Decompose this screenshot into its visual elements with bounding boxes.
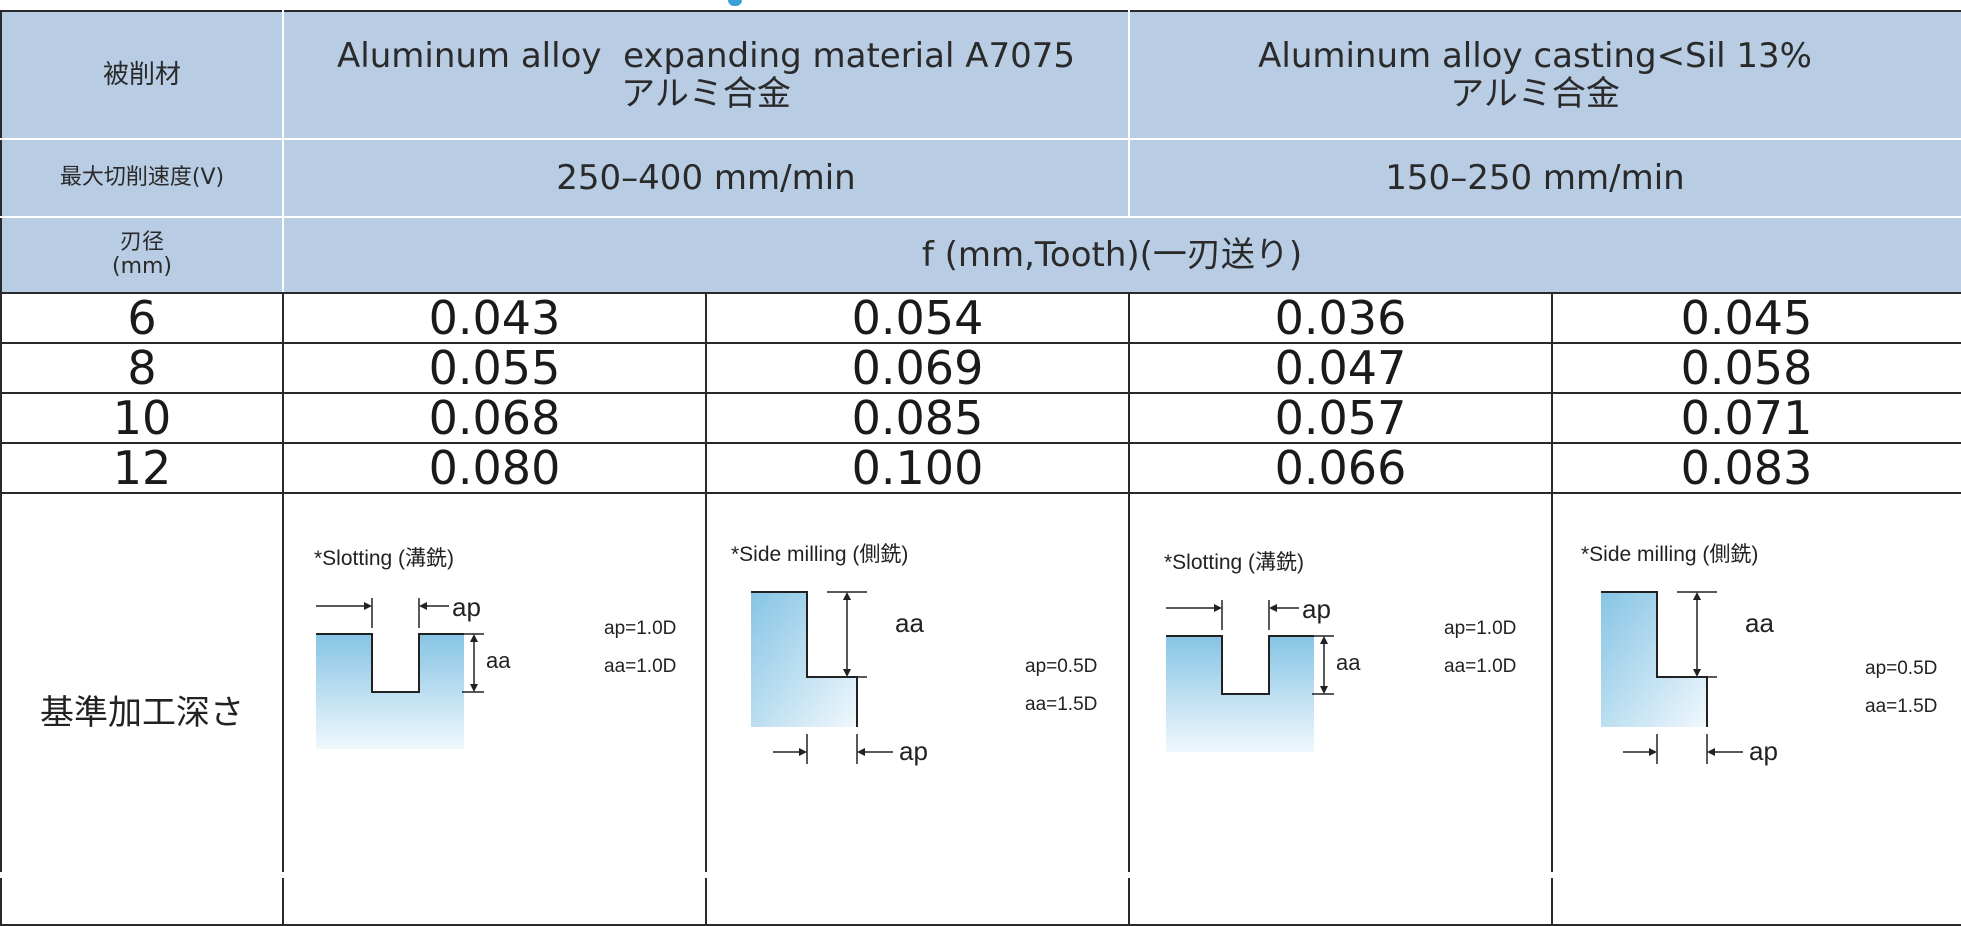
side-milling-diagram-2: *Side milling (側銑) aa ap xyxy=(1550,492,1961,926)
ap-value: ap=0.5D xyxy=(1025,656,1097,677)
diameter-cell: 12 xyxy=(0,442,284,494)
speed-1: 250–400 mm/min xyxy=(282,138,1130,218)
side-milling-title: *Side milling (側銑) xyxy=(731,543,909,566)
feed-cell: 0.055 xyxy=(282,342,707,394)
material-1-jp: アルミ合金 xyxy=(621,74,791,114)
feed-label: f (mm,Tooth)(一刃送り) xyxy=(281,216,1961,294)
workpiece-shape xyxy=(1601,592,1707,727)
feed-cell: 0.085 xyxy=(705,392,1130,444)
table-row: 8 0.055 0.069 0.047 0.058 xyxy=(0,342,1961,394)
diameter-label-cell: 刃径 (mm) xyxy=(0,216,284,294)
diameter-label: 刃径 xyxy=(119,230,164,255)
aa-value: aa=1.0D xyxy=(604,656,676,677)
feed-cell: 0.054 xyxy=(705,292,1130,344)
feed-cell: 0.057 xyxy=(1128,392,1553,444)
speed-2: 150–250 mm/min xyxy=(1127,138,1961,218)
material-2-en: Aluminum alloy casting<Sil 13% xyxy=(1258,36,1812,76)
feed-cell: 0.045 xyxy=(1550,292,1961,344)
aa-label: aa xyxy=(895,608,924,638)
material-1-cell: Aluminum alloy expanding material A7075 … xyxy=(282,10,1130,140)
slotting-figure: ap aa ap=1.0D aa=1.0D xyxy=(1166,594,1516,752)
diameter-cell: 10 xyxy=(0,392,284,444)
feed-cell: 0.043 xyxy=(282,292,707,344)
feed-cell: 0.047 xyxy=(1128,342,1553,394)
ap-label: ap xyxy=(1302,594,1331,624)
side-milling-diagram-1: *Side milling (側銑) xyxy=(705,492,1130,926)
depth-row: 基準加工深さ *Slotting (溝銑) xyxy=(0,492,1961,926)
slotting-diagram-1: *Slotting (溝銑) xyxy=(282,492,707,926)
bottom-edge xyxy=(0,872,1961,878)
feed-cell: 0.083 xyxy=(1550,442,1961,494)
side-milling-title: *Side milling (側銑) xyxy=(1581,543,1759,566)
material-label: 被削材 xyxy=(0,10,284,140)
slotting-title: *Slotting (溝銑) xyxy=(314,547,455,570)
ap-value: ap=1.0D xyxy=(604,618,676,639)
slotting-title: *Slotting (溝銑) xyxy=(1164,551,1305,574)
cutting-conditions-table: 被削材 Aluminum alloy expanding material A7… xyxy=(0,10,1961,926)
top-accent-mark xyxy=(728,0,742,6)
depth-label: 基準加工深さ xyxy=(0,492,284,926)
speed-row: 最大切削速度(V) 250–400 mm/min 150–250 mm/min xyxy=(0,138,1961,218)
diameter-cell: 8 xyxy=(0,342,284,394)
aa-label: aa xyxy=(1745,608,1774,638)
feed-cell: 0.069 xyxy=(705,342,1130,394)
feed-cell: 0.100 xyxy=(705,442,1130,494)
diameter-unit: (mm) xyxy=(111,254,173,279)
ap-label: ap xyxy=(452,592,481,622)
material-row: 被削材 Aluminum alloy expanding material A7… xyxy=(0,10,1961,140)
side-milling-figure: aa ap ap=0.5D aa=1.5D xyxy=(751,591,1097,766)
table-row: 6 0.043 0.054 0.036 0.045 xyxy=(0,292,1961,344)
aa-value: aa=1.5D xyxy=(1025,694,1097,715)
speed-label: 最大切削速度(V) xyxy=(0,138,284,218)
material-1-en: Aluminum alloy expanding material A7075 xyxy=(337,36,1075,76)
aa-label: aa xyxy=(1336,650,1361,675)
slotting-diagram-2: *Slotting (溝銑) ap aa xyxy=(1128,492,1553,926)
ap-value: ap=0.5D xyxy=(1865,658,1937,679)
feed-cell: 0.058 xyxy=(1550,342,1961,394)
slotting-figure: ap aa ap=1.0D aa=1.0D xyxy=(316,592,676,749)
aa-value: aa=1.0D xyxy=(1444,656,1516,677)
feed-cell: 0.068 xyxy=(282,392,707,444)
ap-label: ap xyxy=(899,736,928,766)
feed-cell: 0.066 xyxy=(1128,442,1553,494)
ap-label: ap xyxy=(1749,736,1778,766)
feed-cell: 0.071 xyxy=(1550,392,1961,444)
aa-value: aa=1.5D xyxy=(1865,696,1937,717)
table-row: 12 0.080 0.100 0.066 0.083 xyxy=(0,442,1961,494)
feed-cell: 0.080 xyxy=(282,442,707,494)
material-2-cell: Aluminum alloy casting<Sil 13% アルミ合金 xyxy=(1127,10,1961,140)
feed-row: 刃径 (mm) f (mm,Tooth)(一刃送り) xyxy=(0,216,1961,294)
ap-value: ap=1.0D xyxy=(1444,618,1516,639)
workpiece-shape xyxy=(316,634,464,749)
workpiece-shape xyxy=(751,592,857,727)
side-milling-figure: aa ap ap=0.5D aa=1.5D xyxy=(1601,591,1937,766)
diameter-cell: 6 xyxy=(0,292,284,344)
feed-cell: 0.036 xyxy=(1128,292,1553,344)
aa-label: aa xyxy=(486,648,511,673)
table-row: 10 0.068 0.085 0.057 0.071 xyxy=(0,392,1961,444)
material-2-jp: アルミ合金 xyxy=(1450,74,1620,114)
